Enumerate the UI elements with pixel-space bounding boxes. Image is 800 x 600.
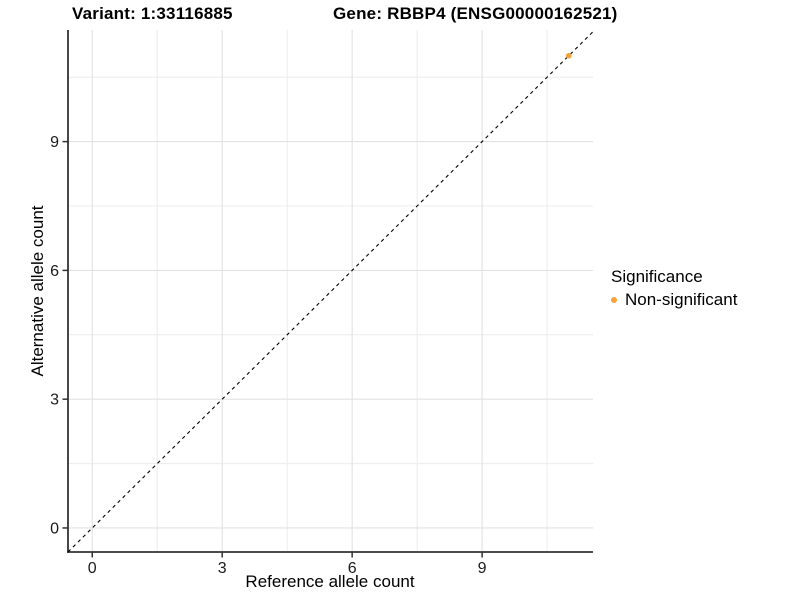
y-axis-title: Alternative allele count [28,205,47,377]
x-tick-label: 0 [88,560,97,577]
y-tick-label: 9 [50,134,59,151]
x-tick-label: 9 [478,560,487,577]
y-tick-label: 3 [50,392,59,409]
legend-item: Non-significant [611,290,737,310]
y-tick-label: 0 [50,520,59,537]
data-point [565,52,572,59]
x-tick-label: 3 [218,560,227,577]
legend-point-swatch [611,297,617,303]
legend-items: Non-significant [611,290,737,310]
variant-title: Variant: 1:33116885 [72,4,233,23]
legend-item-label: Non-significant [625,290,738,309]
x-axis-title: Reference allele count [245,572,415,591]
gene-title: Gene: RBBP4 (ENSG00000162521) [333,4,618,23]
x-tick-label: 6 [348,560,357,577]
legend: Significance Non-significant [611,267,737,310]
legend-title: Significance [611,267,703,286]
y-tick-label: 6 [50,263,59,280]
identity-line [67,31,594,553]
